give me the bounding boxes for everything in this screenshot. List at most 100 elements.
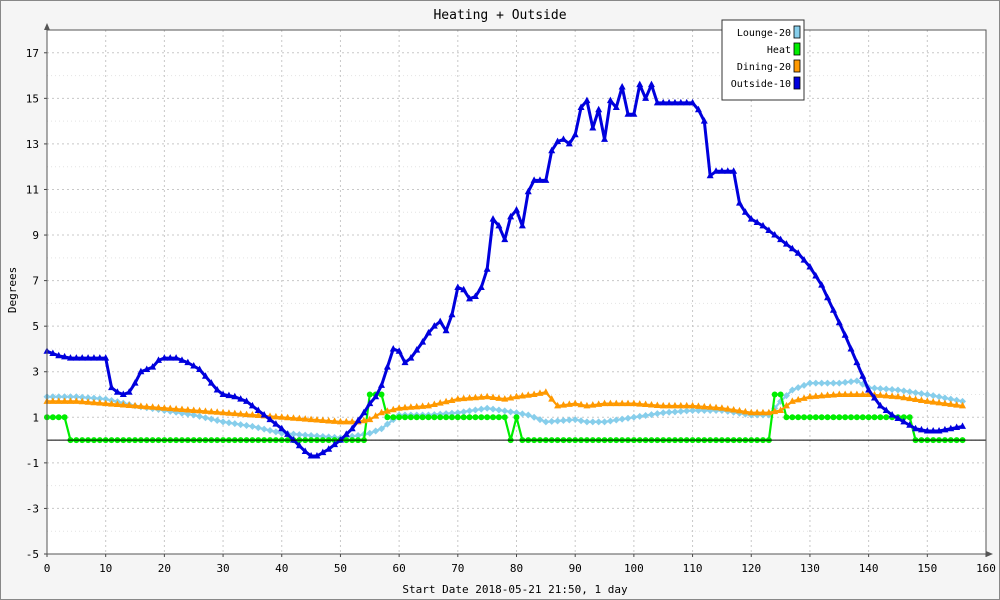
data-point bbox=[788, 397, 796, 404]
data-point bbox=[460, 408, 468, 416]
data-point bbox=[700, 402, 708, 410]
data-point bbox=[741, 407, 749, 415]
data-point bbox=[295, 441, 303, 449]
data-point bbox=[430, 322, 438, 329]
data-point bbox=[806, 379, 814, 387]
data-point bbox=[201, 407, 209, 414]
x-tick-label: 70 bbox=[451, 562, 464, 575]
data-point bbox=[513, 409, 520, 417]
data-point bbox=[612, 103, 620, 110]
y-tick-label: -1 bbox=[26, 457, 39, 470]
data-point bbox=[683, 407, 691, 415]
data-point bbox=[378, 391, 385, 398]
data-point bbox=[407, 414, 414, 421]
data-point bbox=[483, 392, 491, 400]
data-point bbox=[818, 281, 826, 288]
data-point bbox=[923, 397, 931, 404]
data-point bbox=[947, 424, 955, 432]
data-point bbox=[190, 362, 198, 369]
data-point bbox=[325, 416, 333, 424]
data-point bbox=[630, 399, 638, 407]
data-point bbox=[830, 414, 837, 421]
data-point bbox=[237, 421, 245, 429]
data-point bbox=[542, 176, 550, 183]
data-point bbox=[536, 176, 544, 183]
data-point bbox=[647, 411, 655, 419]
data-point bbox=[78, 354, 86, 361]
data-point bbox=[143, 402, 151, 410]
data-point bbox=[806, 414, 813, 421]
data-point bbox=[436, 399, 444, 406]
data-point bbox=[348, 424, 356, 432]
data-point bbox=[448, 414, 455, 421]
data-point bbox=[460, 394, 468, 402]
data-point bbox=[636, 80, 644, 88]
data-point bbox=[612, 416, 620, 424]
data-point bbox=[272, 428, 280, 436]
data-point bbox=[49, 397, 57, 404]
data-point bbox=[278, 413, 286, 420]
data-point bbox=[366, 399, 374, 407]
data-point bbox=[442, 326, 450, 334]
data-point bbox=[642, 400, 650, 408]
legend-swatch bbox=[793, 42, 801, 56]
data-point bbox=[653, 410, 661, 418]
data-point bbox=[419, 402, 427, 409]
data-point bbox=[466, 414, 473, 421]
data-point bbox=[689, 406, 697, 414]
data-point bbox=[941, 425, 949, 433]
data-point bbox=[589, 123, 597, 131]
data-point bbox=[876, 385, 884, 393]
data-point bbox=[49, 349, 57, 357]
y-tick-label: 7 bbox=[32, 275, 39, 288]
data-point bbox=[501, 395, 509, 402]
data-point bbox=[953, 401, 961, 408]
data-point bbox=[336, 436, 344, 443]
x-axis-arrow bbox=[986, 551, 993, 557]
data-point bbox=[777, 235, 785, 243]
data-point bbox=[96, 399, 104, 406]
data-point bbox=[160, 404, 168, 411]
x-tick-label: 150 bbox=[917, 562, 937, 575]
data-point bbox=[853, 390, 861, 398]
data-point bbox=[360, 408, 368, 416]
data-point bbox=[806, 262, 814, 270]
x-tick-label: 110 bbox=[683, 562, 703, 575]
data-point bbox=[213, 385, 221, 393]
data-point bbox=[724, 405, 732, 412]
data-point bbox=[396, 414, 403, 421]
data-point bbox=[818, 414, 825, 421]
data-point bbox=[923, 391, 931, 399]
data-point bbox=[266, 427, 274, 435]
data-point bbox=[331, 417, 339, 424]
legend-box bbox=[721, 19, 805, 101]
data-point bbox=[888, 386, 896, 394]
data-point bbox=[483, 404, 491, 412]
data-point bbox=[166, 404, 174, 412]
data-point bbox=[430, 400, 438, 408]
data-point bbox=[149, 363, 157, 370]
data-point bbox=[554, 417, 562, 425]
data-point bbox=[917, 396, 925, 403]
data-point bbox=[478, 414, 485, 421]
data-point bbox=[495, 221, 503, 229]
data-point bbox=[477, 283, 485, 290]
data-point bbox=[636, 400, 644, 407]
data-point bbox=[466, 394, 474, 401]
data-point bbox=[172, 354, 180, 361]
data-point bbox=[155, 403, 163, 411]
data-point bbox=[671, 98, 679, 106]
data-point bbox=[876, 391, 884, 398]
data-point bbox=[865, 385, 873, 393]
data-point bbox=[207, 407, 215, 415]
data-point bbox=[542, 388, 550, 395]
y-axis-label: Degrees bbox=[6, 267, 19, 313]
data-point bbox=[389, 344, 397, 352]
data-point bbox=[706, 171, 714, 179]
data-point bbox=[694, 402, 702, 409]
data-point bbox=[454, 414, 461, 421]
data-point bbox=[836, 414, 843, 421]
data-point bbox=[96, 395, 104, 403]
data-point bbox=[630, 413, 638, 421]
data-point bbox=[847, 378, 855, 386]
